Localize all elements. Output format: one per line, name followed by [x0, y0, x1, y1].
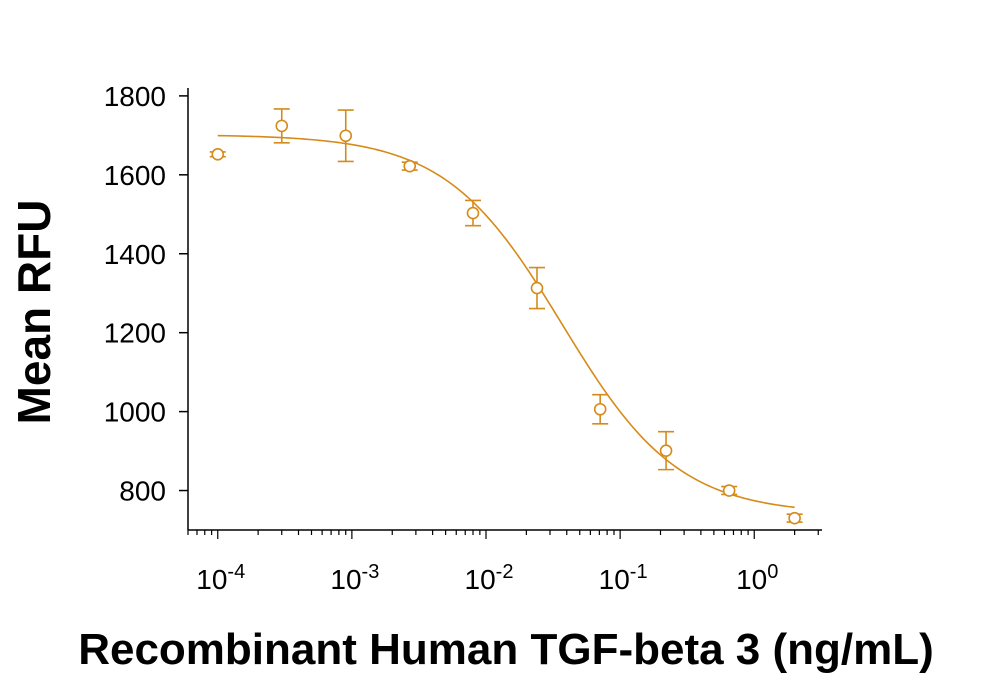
data-marker — [339, 129, 353, 143]
data-marker — [722, 484, 736, 497]
data-marker — [593, 402, 607, 416]
fit-curve — [217, 134, 795, 509]
x-tick-base: 10 — [465, 564, 496, 595]
x-tick-exponent: -1 — [630, 561, 648, 583]
fit-curve-layer — [217, 134, 795, 509]
y-tick-label: 1600 — [104, 160, 166, 191]
x-tick-label: 10-2 — [465, 561, 514, 595]
data-point — [528, 266, 545, 310]
x-tick-label: 100 — [736, 561, 778, 595]
x-tick-exponent: 0 — [767, 561, 778, 583]
data-point — [209, 148, 226, 161]
data-point — [786, 511, 803, 525]
x-tick-exponent: -4 — [227, 561, 245, 583]
data-point — [658, 430, 675, 471]
data-point — [337, 109, 354, 163]
data-point — [401, 159, 418, 173]
data-point — [592, 393, 609, 425]
x-tick-base: 10 — [330, 564, 361, 595]
data-marker — [403, 159, 417, 173]
x-tick-base: 10 — [599, 564, 630, 595]
x-tick-base: 10 — [196, 564, 227, 595]
x-tick-exponent: -2 — [496, 561, 514, 583]
x-tick-exponent: -3 — [362, 561, 380, 583]
x-tick-base: 10 — [736, 564, 767, 595]
y-tick-label: 1800 — [104, 81, 166, 112]
data-point — [465, 199, 482, 227]
y-tick-label: 1000 — [104, 397, 166, 428]
data-marker — [788, 511, 801, 525]
y-tick-label: 1400 — [104, 239, 166, 270]
data-points-layer — [209, 108, 803, 525]
y-tick-label: 800 — [119, 476, 166, 507]
y-axis-title: Mean RFU — [8, 200, 60, 425]
data-point — [273, 108, 290, 144]
x-tick-label: 10-3 — [330, 561, 379, 595]
data-marker — [275, 119, 289, 133]
axes — [187, 88, 822, 531]
data-marker — [530, 281, 544, 295]
data-marker — [211, 148, 225, 161]
x-tick-label: 10-1 — [599, 561, 648, 595]
data-marker — [466, 206, 480, 220]
data-point — [721, 484, 738, 497]
y-tick-label: 1200 — [104, 318, 166, 349]
x-tick-label: 10-4 — [196, 561, 245, 595]
x-axis-title: Recombinant Human TGF-beta 3 (ng/mL) — [78, 625, 934, 674]
data-marker — [659, 444, 673, 457]
